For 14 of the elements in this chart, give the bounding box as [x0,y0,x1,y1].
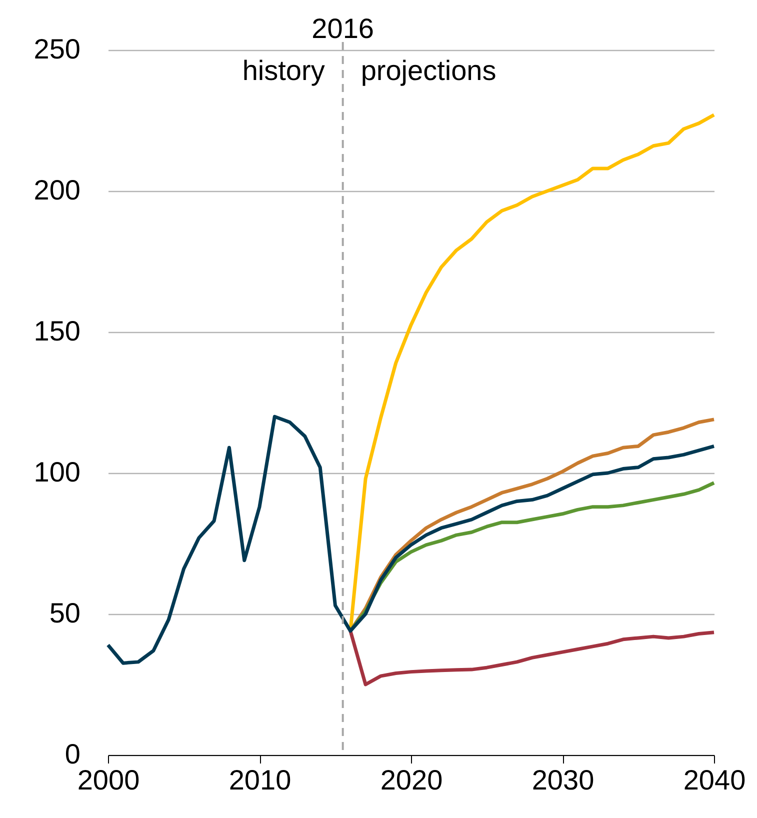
y-tick-label: 200 [34,174,80,206]
y-tick-label: 150 [34,316,80,346]
x-tick-label: 2010 [228,764,292,796]
annotation: history [242,55,325,86]
x-tick-label: 2020 [380,764,443,796]
y-tick-label: 250 [34,34,80,64]
y-tick-label: 100 [34,456,80,488]
y-tick-label: 50 [49,598,80,628]
ref-line-label: 2016 [312,13,374,44]
x-tick-label: 2040 [683,764,746,796]
annotation: projections [360,55,496,86]
line-series [348,629,716,686]
x-tick-label: 2030 [532,764,594,796]
line-series [106,414,716,665]
